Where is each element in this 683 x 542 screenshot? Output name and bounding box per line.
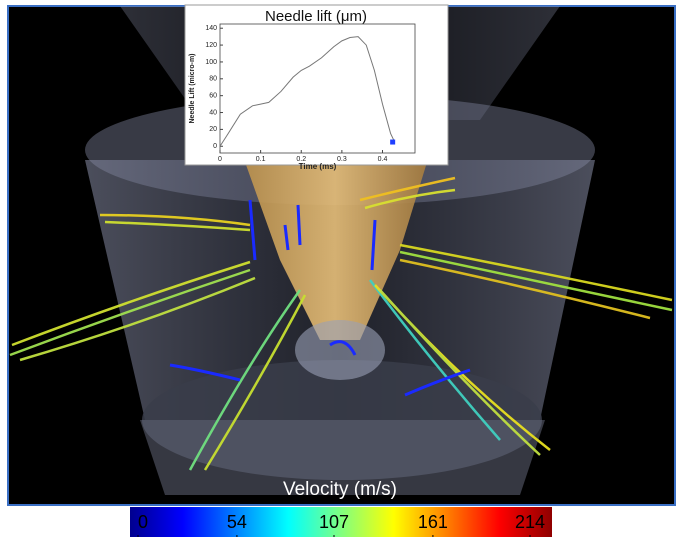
colorbar-tick-label: 0 [138,512,148,532]
y-tick-label: 80 [209,76,217,83]
y-tick-label: 60 [209,93,217,100]
x-tick-label: 0.3 [337,156,347,163]
colorbar-tick-label: 161 [418,512,448,532]
y-tick-label: 40 [209,109,217,116]
x-axis-label: Time (ms) [299,162,337,171]
y-tick-label: 0 [213,143,217,150]
inset-background [185,5,448,165]
x-tick-label: 0.1 [256,156,266,163]
y-tick-label: 100 [205,59,217,66]
y-axis-label: Needle Lift (micro-m) [189,53,196,123]
x-tick-label: 0.4 [378,156,388,163]
y-tick-label: 20 [209,126,217,133]
x-tick-label: 0 [218,156,222,163]
colorbar-tick-label: 107 [319,512,349,532]
colorbar-tick-label: 214 [515,512,545,532]
y-tick-label: 120 [205,42,217,49]
screenshot: Needle lift (μm)00.10.20.30.402040608010… [0,0,683,537]
y-tick-label: 140 [205,25,217,32]
current-time-marker [390,140,395,145]
colorbar-tick-label: 54 [227,512,247,532]
chart-title: Needle lift (μm) [265,8,367,25]
colorbar-title: Velocity (m/s) [283,479,397,500]
